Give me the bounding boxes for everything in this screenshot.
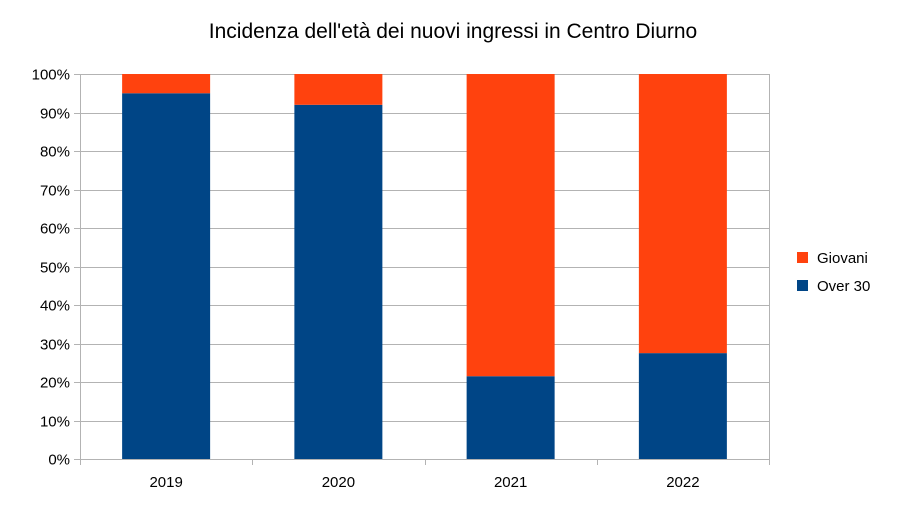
x-tick-labels: 2019 2020 2021 2022	[149, 474, 699, 491]
y-tick-label: 70%	[40, 183, 70, 200]
y-tick-label: 10%	[40, 414, 70, 431]
y-tick-label: 30%	[40, 337, 70, 354]
bar-over-30-2019	[122, 93, 211, 459]
legend-swatch-giovani	[797, 252, 808, 263]
bar-over-30-2020	[294, 104, 383, 460]
x-tick-label: 2022	[666, 474, 699, 491]
y-tick-label: 100%	[32, 67, 70, 84]
y-tick-label: 20%	[40, 375, 70, 392]
y-tick-label: 40%	[40, 298, 70, 315]
axes	[74, 74, 770, 465]
bar-giovani-2019	[122, 74, 211, 94]
x-tick-label: 2021	[494, 474, 527, 491]
y-tick-label: 50%	[40, 260, 70, 277]
legend: Giovani Over 30	[797, 250, 870, 295]
chart-title: Incidenza dell'età dei nuovi ingressi in…	[209, 20, 697, 43]
legend-label: Over 30	[817, 278, 870, 295]
x-tick-label: 2019	[149, 474, 182, 491]
y-tick-labels: 0% 10% 20% 30% 40% 50% 60% 70% 80% 90% 100%	[32, 67, 70, 469]
bars	[122, 74, 727, 460]
bar-giovani-2021	[466, 74, 555, 377]
legend-swatch-over-30	[797, 280, 808, 291]
x-tick-label: 2020	[322, 474, 355, 491]
legend-label: Giovani	[817, 250, 868, 267]
bar-over-30-2021	[466, 376, 555, 459]
bar-over-30-2022	[638, 353, 727, 459]
bar-giovani-2020	[294, 74, 383, 105]
y-tick-label: 0%	[48, 452, 70, 469]
bar-giovani-2022	[638, 74, 727, 354]
y-tick-label: 90%	[40, 106, 70, 123]
y-tick-label: 60%	[40, 221, 70, 238]
y-tick-label: 80%	[40, 144, 70, 161]
